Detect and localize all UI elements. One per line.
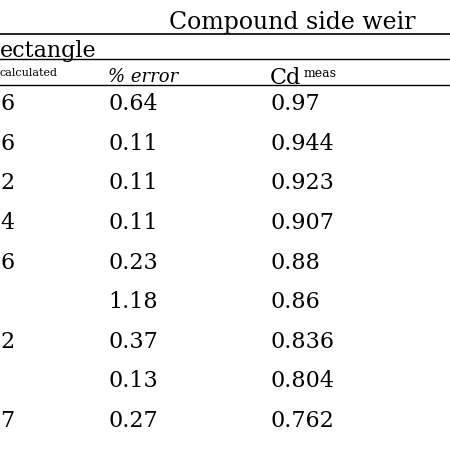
Text: 4: 4: [0, 212, 14, 234]
Text: 0.13: 0.13: [108, 370, 158, 392]
Text: 0.27: 0.27: [108, 410, 158, 432]
Text: 0.944: 0.944: [270, 133, 334, 155]
Text: 0.88: 0.88: [270, 252, 320, 274]
Text: 6: 6: [0, 252, 14, 274]
Text: 0.836: 0.836: [270, 331, 334, 353]
Text: 0.11: 0.11: [108, 212, 158, 234]
Text: 0.86: 0.86: [270, 291, 320, 313]
Text: % error: % error: [108, 68, 178, 86]
Text: 0.907: 0.907: [270, 212, 334, 234]
Text: 1.18: 1.18: [108, 291, 158, 313]
Text: calculated: calculated: [0, 68, 58, 77]
Text: 0.923: 0.923: [270, 172, 334, 194]
Text: ectangle: ectangle: [0, 40, 97, 63]
Text: 2: 2: [0, 172, 14, 194]
Text: 2: 2: [0, 331, 14, 353]
Text: Cd: Cd: [270, 68, 302, 90]
Text: Compound side weir: Compound side weir: [169, 11, 416, 34]
Text: 0.11: 0.11: [108, 133, 158, 155]
Text: 0.64: 0.64: [108, 93, 158, 115]
Text: 7: 7: [0, 410, 14, 432]
Text: 0.97: 0.97: [270, 93, 320, 115]
Text: 0.804: 0.804: [270, 370, 334, 392]
Text: 0.23: 0.23: [108, 252, 158, 274]
Text: 0.11: 0.11: [108, 172, 158, 194]
Text: 6: 6: [0, 133, 14, 155]
Text: 0.37: 0.37: [108, 331, 158, 353]
Text: 0.762: 0.762: [270, 410, 334, 432]
Text: 6: 6: [0, 93, 14, 115]
Text: meas: meas: [304, 67, 337, 80]
